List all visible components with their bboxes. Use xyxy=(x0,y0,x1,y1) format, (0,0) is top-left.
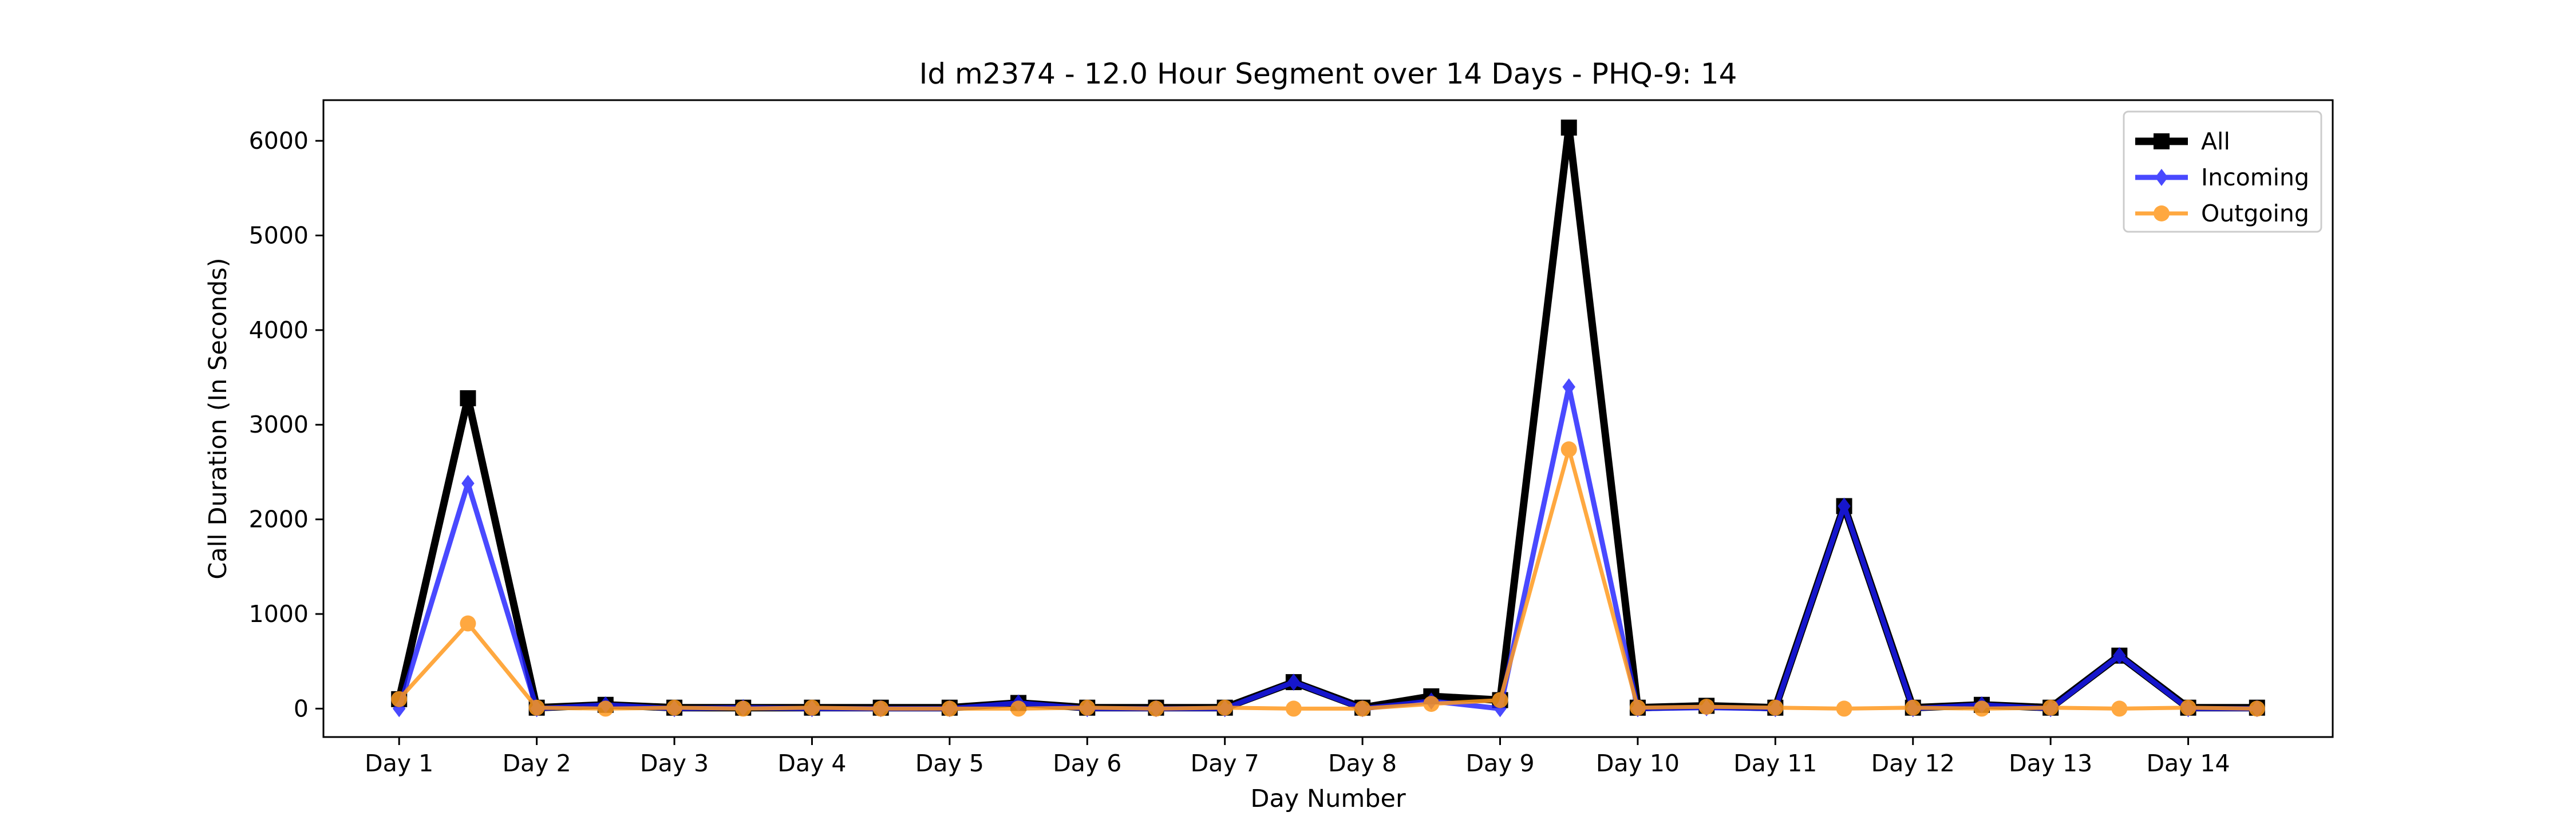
legend-item xyxy=(2135,169,2188,186)
legend-item xyxy=(2135,133,2188,149)
y-tick-label: 5000 xyxy=(249,221,309,249)
chart-title: Id m2374 - 12.0 Hour Segment over 14 Day… xyxy=(919,57,1737,90)
x-tick-label: Day 1 xyxy=(365,750,433,777)
data-point-outgoing xyxy=(941,700,958,717)
data-point-outgoing xyxy=(1698,699,1715,715)
data-point-outgoing xyxy=(2042,699,2059,716)
x-tick-label: Day 14 xyxy=(2146,750,2230,777)
data-point-outgoing xyxy=(391,691,408,707)
data-point-outgoing xyxy=(528,699,545,716)
data-point-outgoing xyxy=(1560,441,1577,458)
series-line-outgoing xyxy=(397,447,2259,711)
series-outgoing xyxy=(391,441,2265,717)
legend-item xyxy=(2135,205,2188,221)
data-point-incoming xyxy=(1562,378,1575,396)
legend-label: Incoming xyxy=(2201,164,2309,191)
x-tick-label: Day 8 xyxy=(1328,750,1397,777)
x-tick-label: Day 9 xyxy=(1465,750,1534,777)
y-tick-label: 3000 xyxy=(249,411,309,438)
y-tick-label: 6000 xyxy=(249,127,309,154)
data-point-outgoing xyxy=(1767,699,1784,716)
data-point-outgoing xyxy=(1973,700,1990,717)
data-point-outgoing xyxy=(2111,700,2128,717)
data-point-outgoing xyxy=(1836,700,1852,717)
data-point-outgoing xyxy=(1492,692,1508,708)
x-tick-label: Day 6 xyxy=(1053,750,1121,777)
data-point-outgoing xyxy=(666,699,683,716)
x-tick-label: Day 3 xyxy=(640,750,709,777)
data-point-outgoing xyxy=(1148,700,1164,717)
point-marker xyxy=(2154,205,2170,221)
data-point-outgoing xyxy=(804,699,820,716)
data-point-outgoing xyxy=(2180,699,2196,716)
data-point-outgoing xyxy=(2249,700,2265,717)
data-point-outgoing xyxy=(1423,696,1440,712)
data-point-outgoing xyxy=(1354,700,1371,717)
data-point-outgoing xyxy=(1079,699,1096,716)
point-marker xyxy=(2155,169,2168,186)
x-tick-label: Day 2 xyxy=(503,750,571,777)
x-tick-label: Day 4 xyxy=(777,750,846,777)
data-point-incoming xyxy=(1287,674,1301,691)
data-point-outgoing xyxy=(872,700,889,717)
y-axis-label: Call Duration (In Seconds) xyxy=(204,258,232,579)
data-point-incoming xyxy=(2113,647,2126,664)
y-tick-label: 2000 xyxy=(249,506,309,533)
data-point-incoming xyxy=(1838,497,1851,515)
data-point-outgoing xyxy=(1285,700,1302,717)
x-tick-label: Day 13 xyxy=(2009,750,2092,777)
legend: All Incoming Outgoing xyxy=(2123,110,2322,233)
series-layer xyxy=(391,119,2265,718)
data-point-outgoing xyxy=(1629,699,1646,716)
data-point-outgoing xyxy=(1905,699,1921,716)
y-axis-ticks: 0 1000 2000 3000 4000 5000 6000 xyxy=(249,127,323,722)
x-tick-label: Day 12 xyxy=(1871,750,1955,777)
x-axis-label: Day Number xyxy=(1250,785,1406,813)
data-point-all xyxy=(1560,119,1577,136)
data-point-outgoing xyxy=(1010,700,1027,717)
data-point-incoming xyxy=(461,474,475,492)
y-tick-label: 4000 xyxy=(249,316,309,344)
y-tick-label: 1000 xyxy=(249,600,309,628)
data-point-outgoing xyxy=(597,700,614,717)
point-marker xyxy=(2154,133,2170,149)
data-point-outgoing xyxy=(460,615,476,632)
x-tick-label: Day 11 xyxy=(1733,750,1817,777)
x-axis-ticks: Day 1 Day 2 Day 3 Day 4 Day 5 Day 6 Day 7 Day 8… xyxy=(365,737,2230,777)
x-tick-label: Day 5 xyxy=(915,750,984,777)
legend-label: All xyxy=(2201,128,2230,155)
data-point-all xyxy=(460,390,476,406)
x-tick-label: Day 10 xyxy=(1596,750,1680,777)
data-point-outgoing xyxy=(1216,699,1233,716)
legend-label: Outgoing xyxy=(2201,200,2309,227)
data-point-outgoing xyxy=(735,700,752,717)
y-tick-label: 0 xyxy=(294,695,309,722)
plot-frame xyxy=(322,99,2334,738)
x-tick-label: Day 7 xyxy=(1191,750,1259,777)
